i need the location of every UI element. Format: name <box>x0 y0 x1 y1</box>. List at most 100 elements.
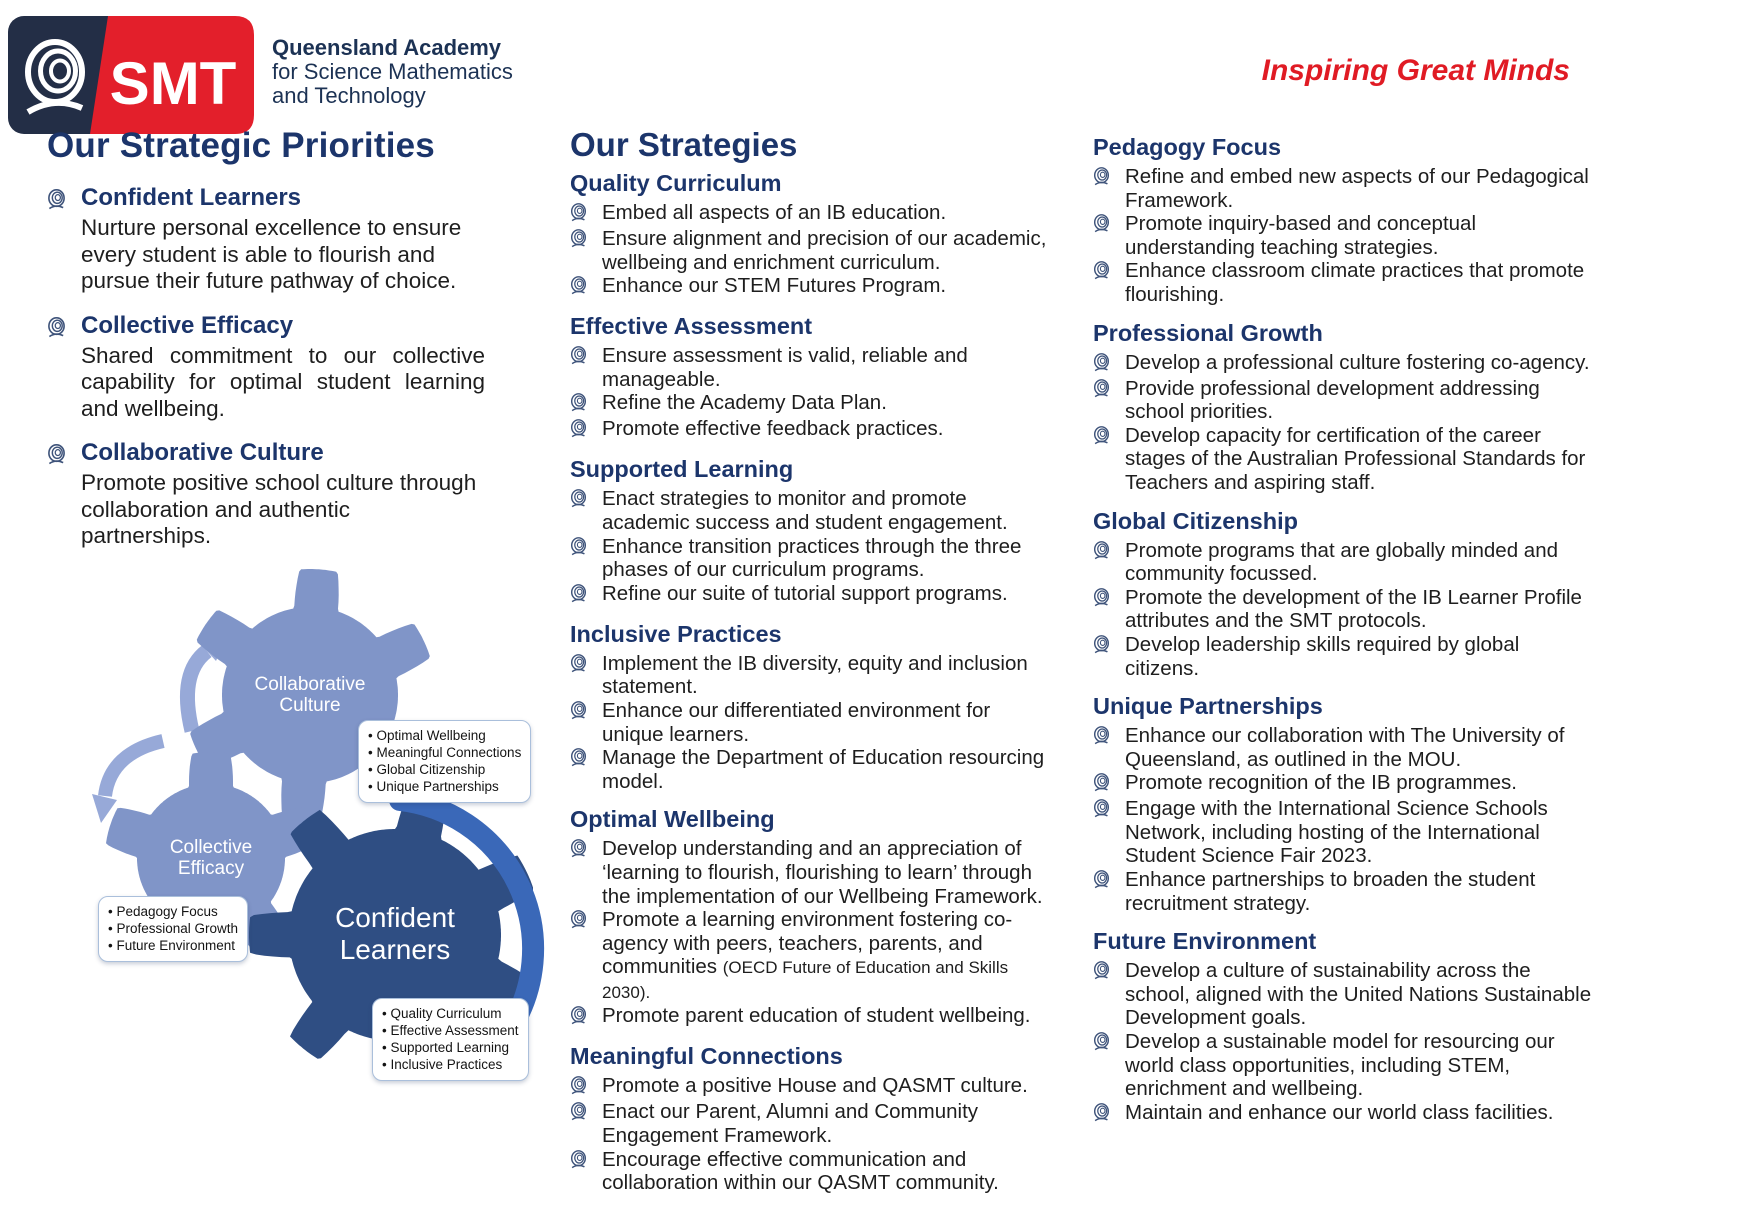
q-swirl-bullet-icon <box>570 701 587 720</box>
momentum-arc <box>389 789 545 1040</box>
bullet-text: Develop understanding and an appreciatio… <box>602 837 1043 908</box>
bullet-text: Manage the Department of Education resou… <box>602 746 1045 793</box>
strategy-bullet: Enhance transition practices through the… <box>570 535 1050 582</box>
gear-collective-efficacy-label: Collective Efficacy <box>170 837 252 879</box>
q-swirl-bullet-icon <box>1093 214 1110 233</box>
q-swirl-bullet-icon <box>570 583 587 602</box>
q-swirl-bullet-icon <box>570 536 587 555</box>
strategy-bullet: Engage with the International Science Sc… <box>1093 797 1613 868</box>
callout-item: • Quality Curriculum <box>382 1006 502 1021</box>
bullet-text: Develop a professional culture fostering… <box>1125 350 1590 374</box>
q-swirl-bullet-icon <box>1093 961 1110 980</box>
section-heading: Professional Growth <box>1093 319 1323 346</box>
callout-collective-efficacy: • Pedagogy Focus • Professional Growth • F… <box>98 896 249 962</box>
q-swirl-bullet-icon <box>1093 773 1110 792</box>
q-swirl-bullet-icon <box>1093 799 1110 818</box>
q-swirl-bullet-icon <box>1093 726 1110 745</box>
q-swirl-bullet-icon <box>570 346 587 365</box>
q-swirl-bullet-icon <box>570 1076 587 1095</box>
priority-title: Collective Efficacy <box>81 311 294 339</box>
strategy-bullet: Promote a learning environment fostering… <box>570 908 1050 1004</box>
gears-diagram: Collaborative Culture Collective Efficacy Co… <box>50 553 562 1101</box>
q-swirl-bullet-icon <box>1093 635 1110 654</box>
section-heading: Meaningful Connections <box>570 1043 843 1070</box>
bullet-text: Promote effective feedback practices. <box>602 417 944 441</box>
q-swirl-bullet-icon <box>1093 261 1110 280</box>
section-supported-learning: Supported Learning Enact strategies to mo… <box>570 456 1050 607</box>
section-effective-assessment: Effective Assessment Ensure assessment is… <box>570 313 1050 443</box>
q-swirl-bullet-icon <box>48 189 65 210</box>
org-line-1: Queensland Academy <box>272 35 502 60</box>
bullet-text: Promote a positive House and QASMT cultu… <box>602 1074 1028 1098</box>
q-swirl-bullet-icon <box>570 419 587 438</box>
strategy-bullet: Promote parent education of student well… <box>570 1004 1050 1030</box>
gear-collaborative-culture-label: Collaborative Culture <box>255 674 366 716</box>
bullet-text: Maintain and enhance our world class fac… <box>1125 1100 1554 1124</box>
bullet-text: Enact strategies to monitor and promote … <box>602 487 1008 534</box>
strategy-bullet: Enact our Parent, Alumni and Community E… <box>570 1100 1050 1147</box>
q-swirl-bullet-icon <box>570 489 587 508</box>
q-swirl-icon <box>25 39 85 115</box>
strategies-column-2: Pedagogy Focus Refine and embed new aspec… <box>1093 132 1613 1127</box>
q-swirl-bullet-icon <box>1093 378 1110 397</box>
strategic-priorities-title: Our Strategic Priorities <box>47 126 435 165</box>
bullet-text: Refine our suite of tutorial support pro… <box>602 581 1008 605</box>
section-heading: Future Environment <box>1093 928 1317 955</box>
strategies-title: Our Strategies <box>570 126 798 163</box>
strategy-bullet: Ensure assessment is valid, reliable and… <box>570 344 1050 391</box>
bullet-note: (OECD Future of Education and Skills 203… <box>602 958 1009 1002</box>
section-meaningful-connections: Meaningful Connections Promote a positive… <box>570 1043 1050 1194</box>
strategy-bullet: Refine the Academy Data Plan. <box>570 391 1050 417</box>
cycle-arrow-upper <box>179 645 212 733</box>
org-line-3: and Technology <box>272 83 426 108</box>
section-heading: Supported Learning <box>570 456 794 483</box>
strategies-column-1: Our Strategies Quality Curriculum Embed a… <box>570 126 1050 1195</box>
bullet-text: Develop leadership skills required by gl… <box>1125 632 1520 680</box>
strategy-bullet: Promote a positive House and QASMT cultu… <box>570 1074 1050 1100</box>
q-swirl-bullet-icon <box>570 393 587 412</box>
callout-item: • Optimal Wellbeing <box>368 728 486 743</box>
bullet-text: Embed all aspects of an IB education. <box>602 201 947 224</box>
strategy-bullet: Develop a culture of sustainability acro… <box>1093 959 1613 1030</box>
q-swirl-bullet-icon <box>1093 352 1110 371</box>
callout-item: • Inclusive Practices <box>382 1057 503 1072</box>
strategies-sections: Pedagogy Focus Refine and embed new aspec… <box>1093 134 1613 1127</box>
gear-confident-learners-label: Confident Learners <box>335 902 455 965</box>
bullet-text: Ensure assessment is valid, reliable and… <box>602 344 968 391</box>
strategy-bullet: Develop leadership skills required by gl… <box>1093 633 1613 680</box>
q-swirl-bullet-icon <box>1093 587 1110 606</box>
q-swirl-bullet-icon <box>1093 1032 1110 1051</box>
q-swirl-bullet-icon <box>570 1006 587 1025</box>
callout-collaborative-culture: • Optimal Wellbeing • Meaningful Connecti… <box>358 720 532 803</box>
bullet-text: Enhance classroom climate practices that… <box>1125 259 1585 306</box>
bullet-text: Promote recognition of the IB programmes… <box>1125 771 1517 795</box>
bullet-text: Implement the IB diversity, equity and i… <box>602 651 1028 699</box>
section-inclusive-practices: Inclusive Practices Implement the IB dive… <box>570 621 1050 794</box>
org-line-2: for Science Mathematics <box>272 59 513 84</box>
section-optimal-wellbeing: Optimal Wellbeing Develop understanding a… <box>570 806 1050 1030</box>
strategy-bullet: Maintain and enhance our world class fac… <box>1093 1101 1613 1127</box>
section-pedagogy-focus: Pedagogy Focus Refine and embed new aspec… <box>1093 134 1613 307</box>
callout-item: • Professional Growth <box>108 921 239 936</box>
strategy-bullet: Develop capacity for certification of th… <box>1093 424 1613 495</box>
bullet-text: Enhance our collaboration with The Unive… <box>1125 724 1565 771</box>
q-swirl-bullet-icon <box>570 229 587 248</box>
bullet-text: Promote programs that are globally minde… <box>1125 538 1559 586</box>
section-heading: Quality Curriculum <box>570 170 782 196</box>
bullet-text: Promote the development of the IB Learne… <box>1125 585 1582 633</box>
bullet-text: Enhance our STEM Futures Program. <box>602 274 947 298</box>
bullet-text: Enact our Parent, Alumni and Community E… <box>602 1100 979 1148</box>
callout-item: • Unique Partnerships <box>368 779 499 794</box>
strategy-bullet: Promote inquiry-based and conceptual und… <box>1093 212 1613 259</box>
q-swirl-bullet-icon <box>570 203 587 222</box>
section-quality-curriculum: Quality Curriculum Embed all aspects of a… <box>570 170 1050 300</box>
bullet-text: Develop capacity for certification of th… <box>1125 423 1586 494</box>
section-heading: Unique Partnerships <box>1093 693 1323 720</box>
section-unique-partnerships: Unique Partnerships Enhance our collabora… <box>1093 693 1613 915</box>
callout-item: • Future Environment <box>108 938 236 953</box>
callout-item: • Pedagogy Focus <box>108 904 218 919</box>
priority-item-collective-efficacy: Collective Efficacy Shared commitment to … <box>47 312 517 423</box>
bullet-text: Engage with the International Science Sc… <box>1125 797 1548 868</box>
priority-title: Confident Learners <box>81 184 302 211</box>
